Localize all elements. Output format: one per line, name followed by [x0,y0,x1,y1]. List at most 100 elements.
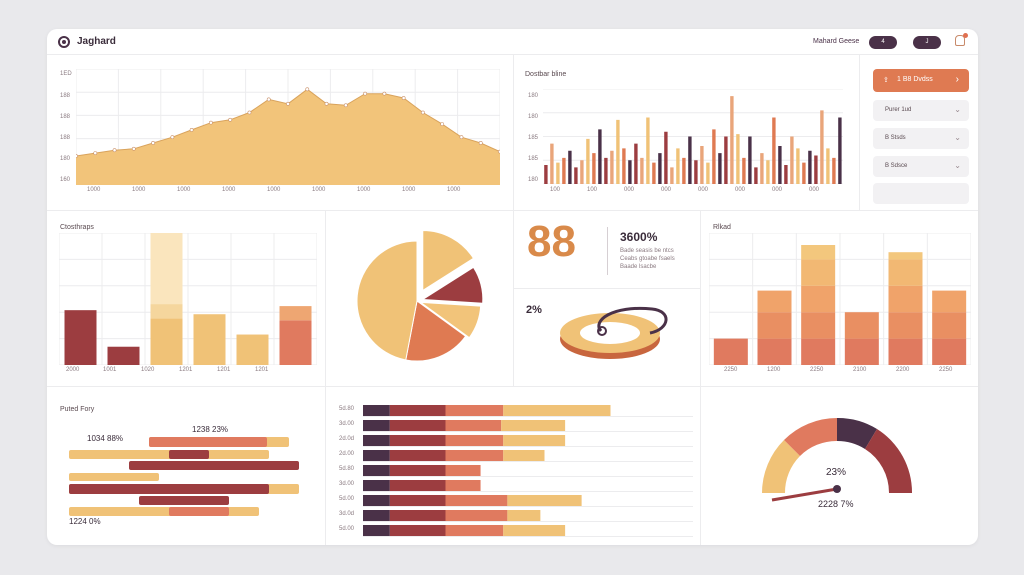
bar-segment [389,465,446,476]
row-label: 3d.00 [339,421,355,427]
bar [592,153,596,184]
x-tick-label: 2250 [724,367,738,373]
column-chart [59,233,317,365]
x-tick-label: 1201 [179,367,193,373]
pie-slice [422,229,475,292]
data-point [305,87,310,92]
bar-segment [503,525,566,536]
bar-segment [445,495,508,506]
x-tick-label: 1201 [217,367,231,373]
gauge-segment [865,429,913,493]
bar [778,146,782,184]
divider [325,386,326,545]
gantt-bar [149,437,267,447]
x-tick-label: 000 [809,187,820,193]
gantt-chart [69,437,299,516]
y-tick-label: 188 [60,93,71,99]
bar [236,334,269,365]
bar [616,119,620,184]
gauge-segment [762,440,800,493]
y-tick-label: 180 [528,93,539,99]
chevron-down-icon: ⌄ [954,133,961,142]
y-tick-label: 160 [60,177,71,183]
data-point [459,135,464,140]
gantt-bar [129,461,299,470]
ring-percent: 2% [526,304,542,316]
bar [586,138,590,184]
x-tick-label: 1000 [357,187,371,193]
data-point [131,146,136,151]
divider [700,210,701,386]
bar [279,306,312,321]
bar-segment [801,312,836,339]
data-point [478,141,483,145]
row-label: 2d.0d [339,436,355,442]
filter-select-4[interactable] [873,183,969,204]
bar [760,153,764,184]
bar-segment [445,435,504,446]
bar-segment [888,285,923,313]
bar-segment [757,338,792,365]
bar-segment [363,435,390,446]
header-link[interactable]: Mahard Geese [813,38,860,45]
bar-segment [363,495,390,506]
panel-title: Ctosthraps [60,224,94,231]
bar [742,157,746,184]
bar-segment [363,405,390,416]
data-point [151,141,155,145]
bar-segment [363,480,390,491]
bar [772,117,776,184]
bar [622,148,626,184]
data-point [266,97,271,102]
bar [598,129,602,184]
x-tick-label: 2250 [810,367,824,373]
x-tick-label: 1000 [222,187,236,193]
bar-segment [501,420,566,431]
bar-segment [445,465,481,476]
gantt-bar [69,484,269,494]
filter-select-3[interactable]: B Sdsce ⌄ [873,156,969,177]
pie-chart [356,229,484,362]
bar-segment [389,435,446,446]
filter-select-1[interactable]: Purer 1ud ⌄ [873,100,969,121]
bell-icon[interactable] [955,33,968,46]
bar [556,162,560,184]
bar-segment [888,252,923,260]
bar [826,148,830,184]
row-label: 5d.80 [339,406,355,412]
row-label: 5d.00 [339,496,355,502]
bar-segment [389,420,446,431]
bar [766,160,770,184]
row-label: 2d.00 [339,451,355,457]
bar-segment [389,525,446,536]
stat-description: Bade seasis be ntcs [620,248,674,254]
pie-slice [421,266,484,304]
x-tick-label: 1000 [177,187,191,193]
ring-hole [580,322,640,344]
x-tick-label: 2200 [896,367,910,373]
select-value: B Stsds [885,135,906,141]
gauge-caption: 2228 7% [818,499,854,509]
header-pill-left[interactable]: 4 [869,36,897,49]
gauge-hub [833,485,841,493]
pie-slice [356,240,418,361]
primary-action-button[interactable]: ⇪ 1 B8 Dvdss › [873,69,969,92]
x-tick-label: 1000 [87,187,101,193]
chevron-right-icon: › [955,74,959,85]
header-pill-right[interactable]: J [913,36,941,49]
bar [838,117,842,184]
filter-select-2[interactable]: B Stsds ⌄ [873,128,969,149]
x-tick-label: 2250 [939,367,953,373]
bar-segment [888,338,923,365]
bar-segment [389,480,446,491]
bar [724,136,728,184]
y-tick-label: 180 [528,114,539,120]
ring-graphic [560,306,668,359]
x-tick-label: 1200 [767,367,781,373]
bar [640,157,644,184]
x-tick-label: 1001 [103,367,117,373]
bar-segment [389,495,446,506]
data-point [382,91,387,96]
gantt-bar [169,450,209,459]
bar [682,157,686,184]
